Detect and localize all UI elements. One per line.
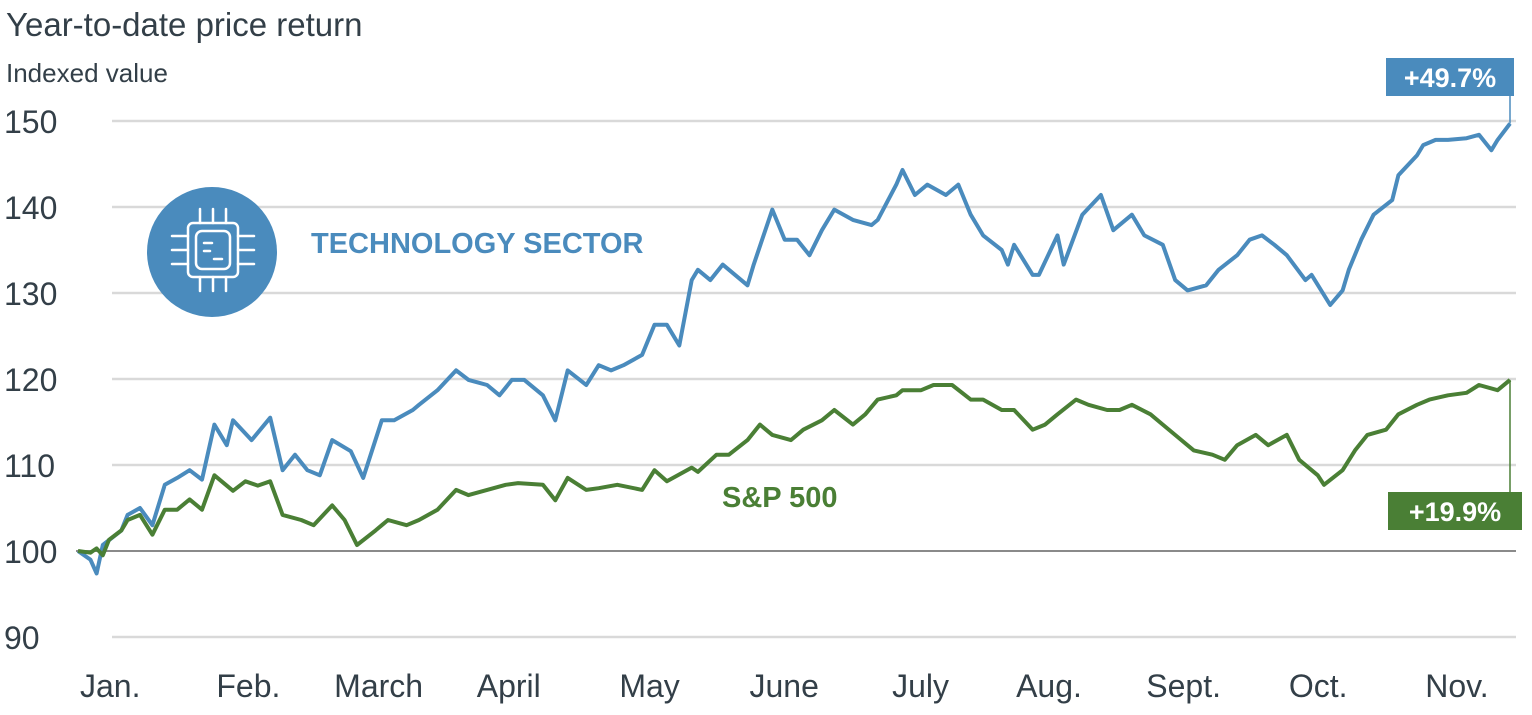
y-tick-label: 120 [4, 362, 57, 398]
x-tick-label: March [334, 668, 423, 704]
x-tick-label: June [750, 668, 819, 704]
x-tick-label: Oct. [1289, 668, 1348, 704]
y-tick-label: 100 [4, 534, 57, 570]
y-tick-label: 130 [4, 276, 57, 312]
y-tick-labels: 90 100 110 120 130 140 150 [4, 104, 57, 656]
chip-icon [147, 187, 277, 317]
x-tick-label: Jan. [80, 668, 140, 704]
x-tick-label: April [477, 668, 541, 704]
x-tick-label: July [892, 668, 949, 704]
technology-series-label: TECHNOLOGY SECTOR [311, 228, 644, 260]
sp500-end-label: +19.9% [1409, 497, 1501, 527]
x-tick-label: Feb. [216, 668, 280, 704]
sp500-end-callout: +19.9% [1388, 379, 1522, 530]
x-tick-labels: Jan. Feb. March April May June July Aug. Sept. Oc… [80, 668, 1489, 704]
y-axis-label: Indexed value [6, 58, 168, 88]
chart-title: Year-to-date price return [6, 6, 362, 43]
y-tick-label: 90 [4, 620, 40, 656]
x-tick-label: Sept. [1146, 668, 1221, 704]
technology-end-callout: +49.7% [1386, 58, 1514, 124]
x-tick-label: May [619, 668, 679, 704]
x-tick-label: Aug. [1016, 668, 1082, 704]
gridlines [76, 119, 1516, 639]
y-tick-label: 110 [4, 448, 55, 484]
y-tick-label: 150 [4, 104, 57, 140]
y-tick-label: 140 [4, 190, 57, 226]
x-tick-label: Nov. [1425, 668, 1488, 704]
sp500-series-label: S&P 500 [722, 482, 838, 514]
sp500-line [77, 378, 1512, 558]
technology-end-label: +49.7% [1404, 63, 1496, 93]
technology-line [76, 122, 1512, 576]
